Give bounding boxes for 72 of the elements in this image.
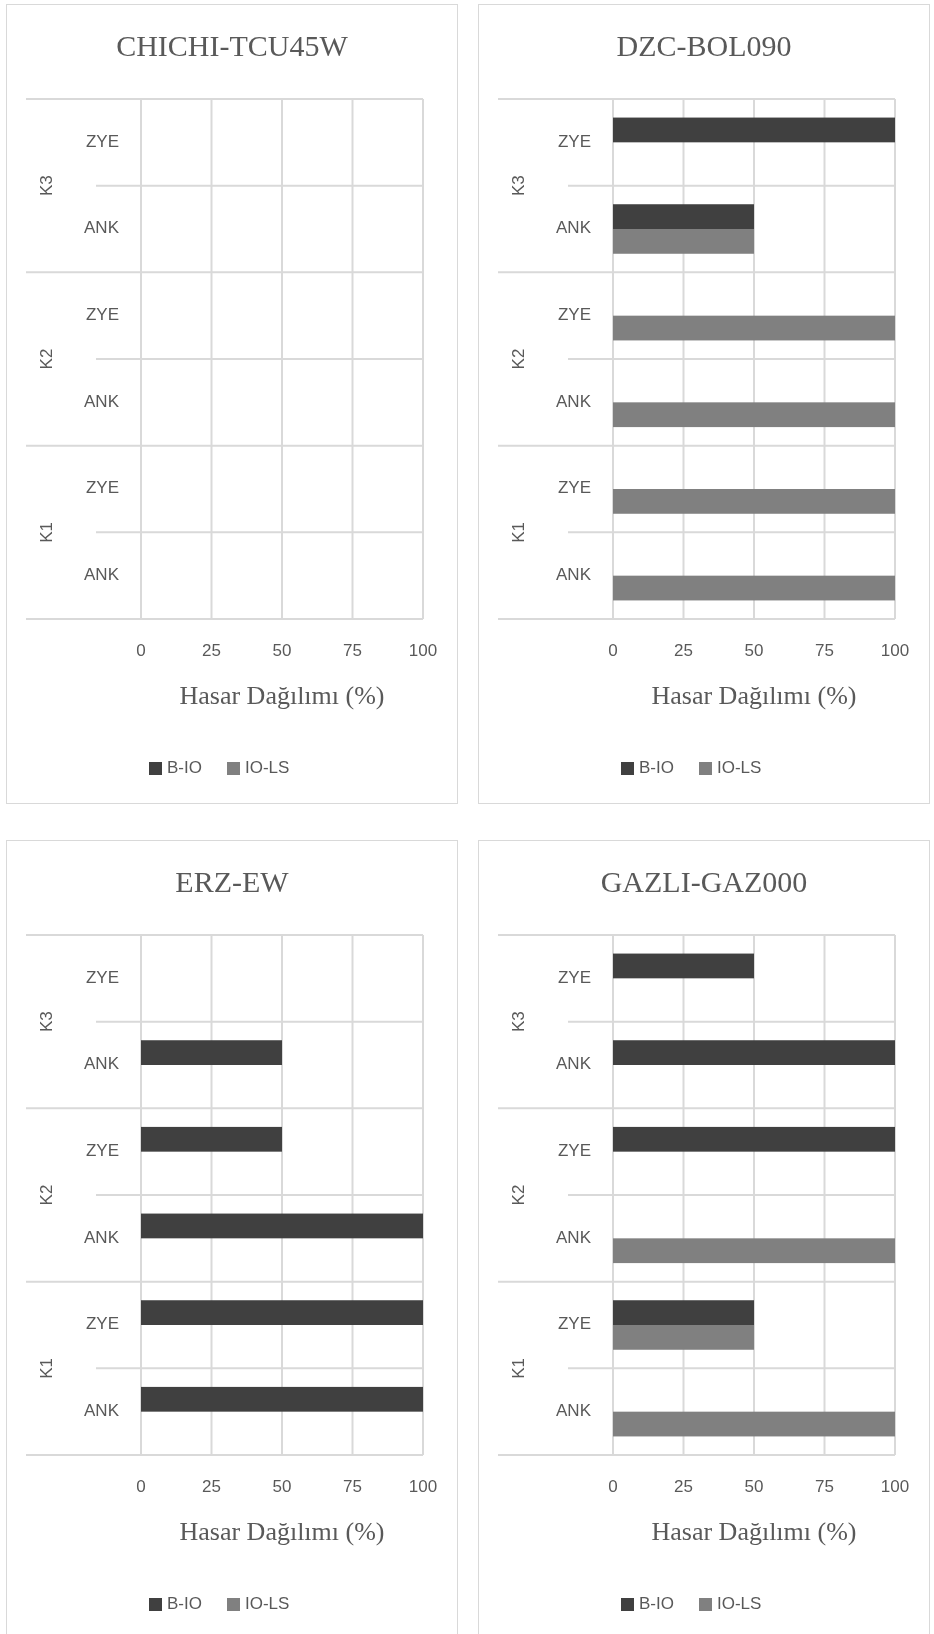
x-tick-label: 100	[880, 1477, 910, 1496]
x-tick-label: 0	[608, 1477, 618, 1496]
x-tick-label: 25	[202, 1477, 221, 1496]
y-tick-label: ZYE	[85, 1141, 119, 1161]
y-tick-label: ZYE	[85, 967, 119, 987]
legend-label: B-IO	[167, 1594, 202, 1614]
text: K3	[509, 1011, 529, 1033]
y-tick-label: ANK	[84, 565, 120, 585]
x-tick-label: 25	[674, 641, 693, 660]
x-tick-label: 75	[343, 1477, 362, 1496]
legend-label: IO-LS	[717, 758, 762, 778]
x-tick-label: 0	[136, 641, 146, 660]
x-tick-label: 100	[880, 641, 910, 660]
y-tick-label: ANK	[556, 218, 592, 238]
text: K3	[509, 175, 529, 197]
x-axis-title: Hasar Dağılımı (%)	[651, 1517, 857, 1546]
x-axis-title: Hasar Dağılımı (%)	[179, 1517, 385, 1546]
y-tick-label: ZYE	[85, 1314, 119, 1334]
y-tick-label: ZYE	[557, 967, 591, 987]
x-axis-title: Hasar Dağılımı (%)	[651, 681, 857, 710]
x-tick-label: 100	[408, 1477, 438, 1496]
y-tick-label: ZYE	[85, 131, 119, 151]
x-tick-label: 50	[744, 1477, 764, 1496]
text: K2	[509, 1184, 529, 1206]
text: K1	[37, 521, 57, 543]
x-tick-label: 50	[744, 641, 764, 660]
chart-title: GAZLI-GAZ000	[600, 865, 808, 898]
legend-label: B-IO	[167, 758, 202, 778]
x-tick-label: 25	[202, 641, 221, 660]
x-axis-title: Hasar Dağılımı (%)	[179, 681, 385, 710]
text: K1	[37, 1357, 57, 1379]
x-tick-label: 0	[608, 641, 618, 660]
y-tick-label: ANK	[556, 1054, 592, 1074]
x-tick-label: 75	[815, 641, 834, 660]
x-tick-label: 50	[272, 641, 292, 660]
text: K2	[509, 348, 529, 370]
y-tick-label: ZYE	[557, 478, 591, 498]
y-tick-label: ANK	[84, 1401, 120, 1421]
text: K2	[37, 1184, 57, 1206]
y-tick-label: ZYE	[557, 1141, 591, 1161]
y-tick-label: ZYE	[557, 305, 591, 325]
x-tick-label: 0	[136, 1477, 146, 1496]
y-tick-label: ZYE	[557, 1314, 591, 1334]
legend-label: B-IO	[639, 1594, 674, 1614]
legend-label: IO-LS	[245, 1594, 290, 1614]
y-tick-label: ANK	[556, 565, 592, 585]
chart-title: DZC-BOL090	[616, 29, 792, 62]
x-tick-label: 100	[408, 641, 438, 660]
text: K1	[509, 1357, 529, 1379]
y-tick-label: ANK	[556, 1227, 592, 1247]
legend-label: IO-LS	[245, 758, 290, 778]
y-tick-label: ZYE	[557, 131, 591, 151]
y-tick-label: ANK	[84, 1227, 120, 1247]
x-tick-label: 75	[815, 1477, 834, 1496]
legend-label: IO-LS	[717, 1594, 762, 1614]
x-tick-label: 25	[674, 1477, 693, 1496]
y-tick-label: ZYE	[85, 305, 119, 325]
chart-title: CHICHI-TCU45W	[116, 29, 349, 62]
chart-title: ERZ-EW	[175, 865, 290, 898]
text: K3	[37, 1011, 57, 1033]
y-tick-label: ANK	[84, 1054, 120, 1074]
y-tick-label: ANK	[84, 391, 120, 411]
y-tick-label: ZYE	[85, 478, 119, 498]
legend-label: B-IO	[639, 758, 674, 778]
y-tick-label: ANK	[556, 1401, 592, 1421]
x-tick-label: 75	[343, 641, 362, 660]
y-tick-label: ANK	[84, 218, 120, 238]
y-tick-label: ANK	[556, 391, 592, 411]
text: K3	[37, 175, 57, 197]
text: K2	[37, 348, 57, 370]
text: K1	[509, 521, 529, 543]
x-tick-label: 50	[272, 1477, 292, 1496]
